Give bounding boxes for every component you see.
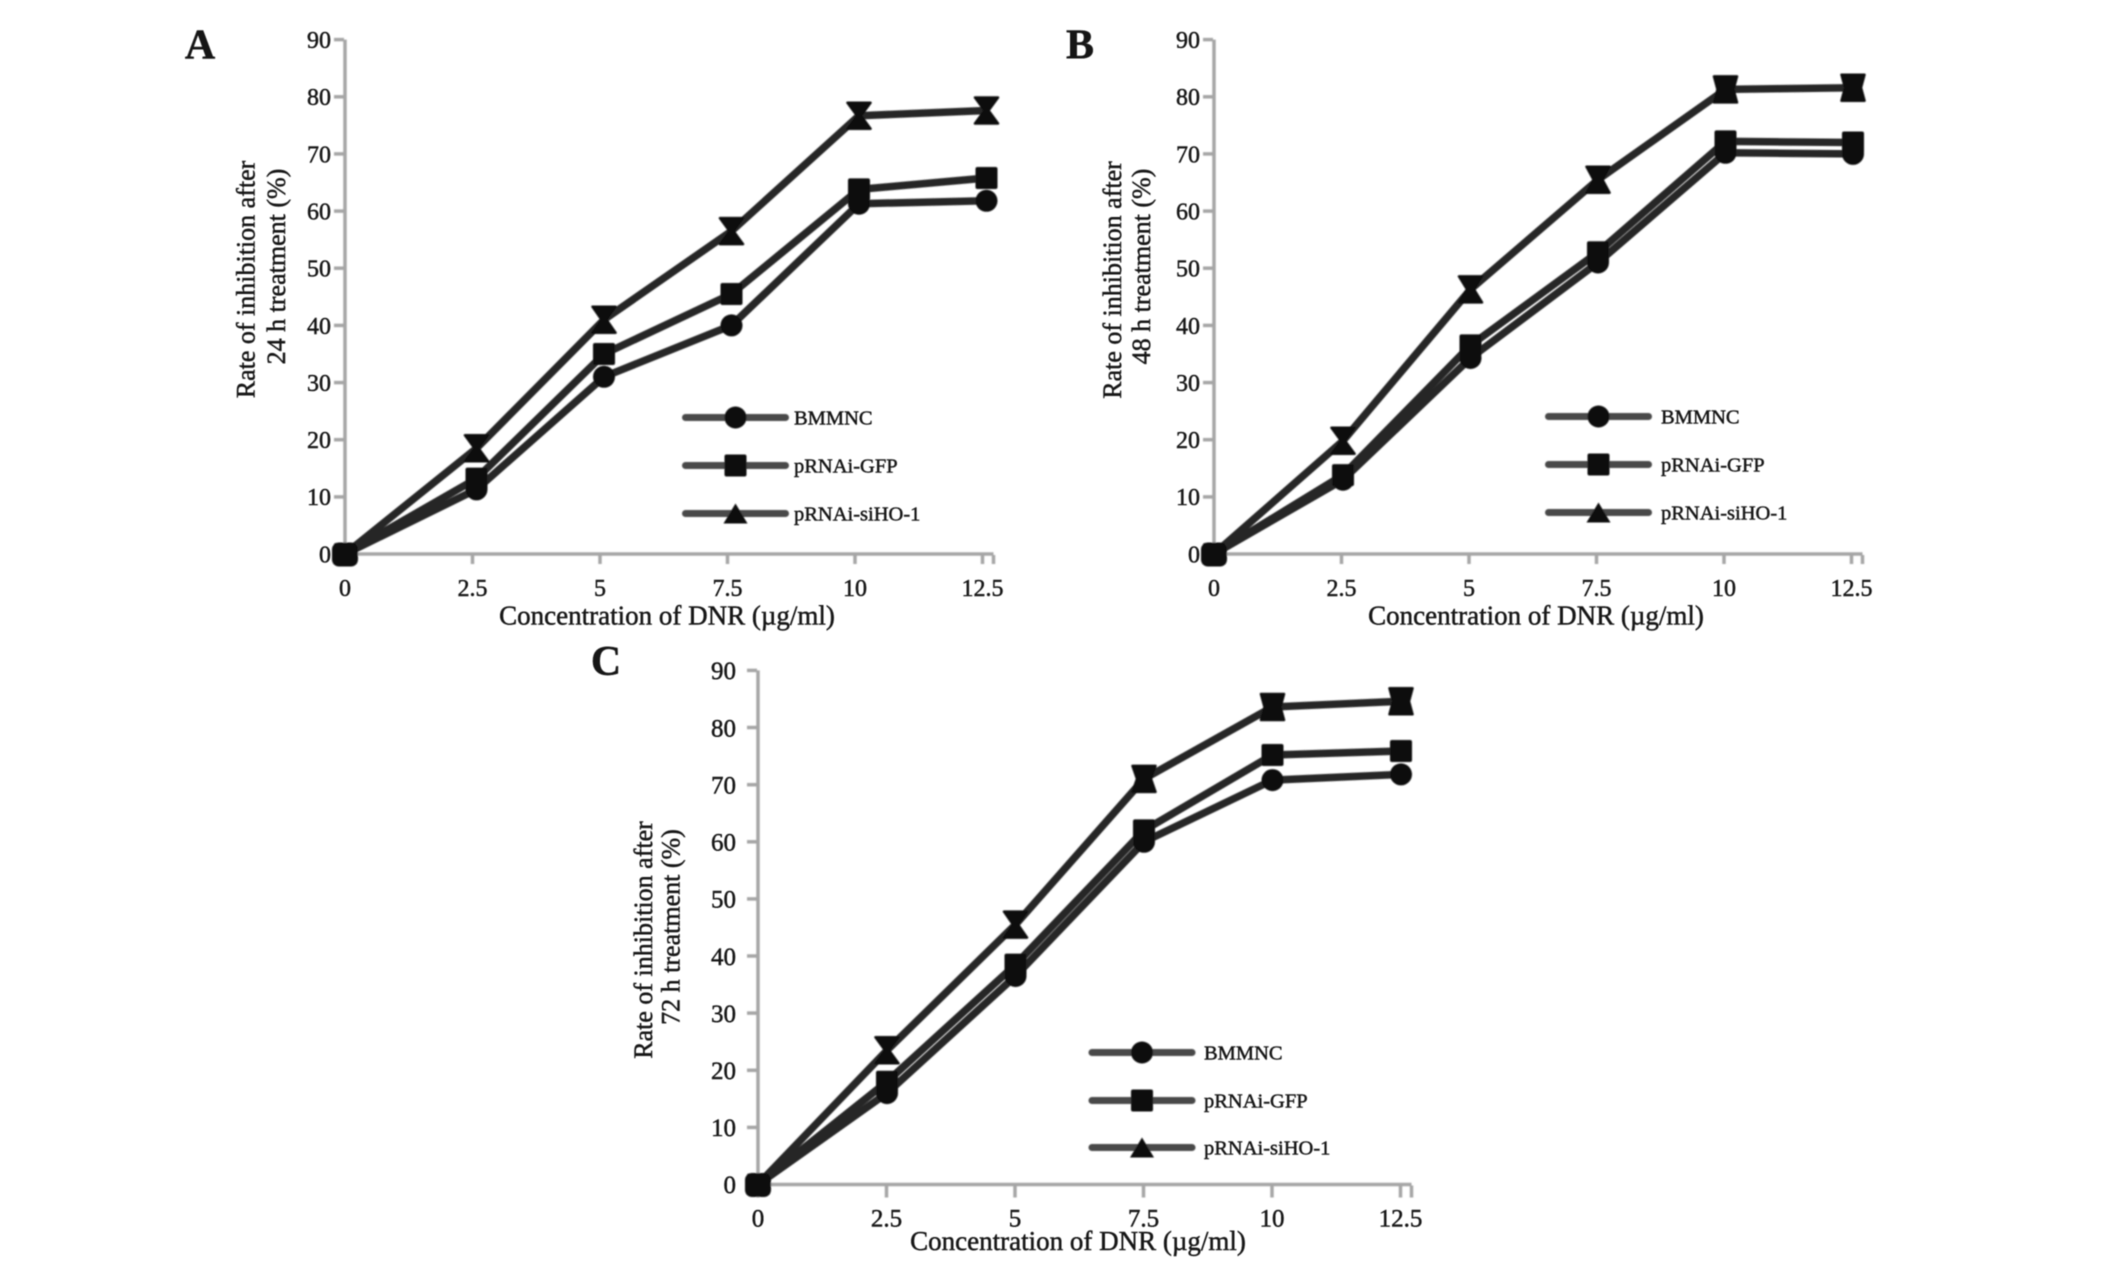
svg-text:2.5: 2.5 bbox=[1327, 576, 1357, 602]
svg-text:5: 5 bbox=[1463, 576, 1475, 602]
svg-text:5: 5 bbox=[1009, 1206, 1022, 1233]
svg-text:70: 70 bbox=[711, 772, 736, 799]
svg-text:48 h treatment (%): 48 h treatment (%) bbox=[1127, 169, 1156, 365]
svg-text:50: 50 bbox=[307, 257, 331, 283]
svg-text:80: 80 bbox=[1176, 85, 1200, 111]
svg-text:Rate of inhibition after: Rate of inhibition after bbox=[629, 821, 658, 1059]
svg-text:Rate of inhibition after: Rate of inhibition after bbox=[1098, 161, 1127, 399]
svg-text:0: 0 bbox=[339, 576, 351, 602]
svg-text:pRNAi-GFP: pRNAi-GFP bbox=[1661, 455, 1765, 477]
svg-text:72 h treatment (%): 72 h treatment (%) bbox=[657, 829, 686, 1025]
svg-text:20: 20 bbox=[307, 428, 331, 454]
svg-text:pRNAi-siHO-1: pRNAi-siHO-1 bbox=[794, 504, 920, 526]
svg-text:12.5: 12.5 bbox=[1831, 576, 1873, 602]
svg-text:80: 80 bbox=[307, 85, 331, 111]
svg-text:30: 30 bbox=[307, 371, 331, 397]
svg-text:Concentration of DNR (µg/ml): Concentration of DNR (µg/ml) bbox=[499, 601, 835, 631]
svg-text:10: 10 bbox=[1260, 1206, 1285, 1233]
svg-text:40: 40 bbox=[1176, 314, 1200, 340]
svg-text:B: B bbox=[1066, 23, 1094, 69]
svg-text:90: 90 bbox=[307, 28, 331, 54]
svg-text:Concentration of DNR (µg/ml): Concentration of DNR (µg/ml) bbox=[1368, 601, 1704, 631]
svg-text:50: 50 bbox=[1176, 257, 1200, 283]
svg-text:10: 10 bbox=[711, 1115, 736, 1142]
svg-text:50: 50 bbox=[711, 887, 736, 914]
svg-text:12.5: 12.5 bbox=[1379, 1206, 1423, 1233]
svg-text:0: 0 bbox=[1188, 542, 1200, 568]
svg-text:10: 10 bbox=[307, 485, 331, 511]
svg-text:2.5: 2.5 bbox=[458, 576, 488, 602]
svg-text:30: 30 bbox=[711, 1001, 736, 1028]
svg-text:BMMNC: BMMNC bbox=[794, 408, 873, 430]
svg-text:pRNAi-GFP: pRNAi-GFP bbox=[1204, 1091, 1308, 1113]
svg-text:40: 40 bbox=[307, 314, 331, 340]
svg-text:24 h treatment (%): 24 h treatment (%) bbox=[262, 169, 291, 365]
svg-text:0: 0 bbox=[319, 542, 331, 568]
svg-text:C: C bbox=[591, 639, 621, 685]
svg-text:pRNAi-siHO-1: pRNAi-siHO-1 bbox=[1661, 503, 1787, 525]
svg-text:2.5: 2.5 bbox=[871, 1206, 902, 1233]
svg-text:10: 10 bbox=[843, 576, 867, 602]
svg-text:0: 0 bbox=[724, 1172, 737, 1199]
svg-text:A: A bbox=[185, 23, 216, 69]
svg-text:60: 60 bbox=[711, 830, 736, 857]
svg-text:10: 10 bbox=[1712, 576, 1736, 602]
svg-text:Concentration of DNR (µg/ml): Concentration of DNR (µg/ml) bbox=[910, 1226, 1246, 1256]
svg-text:0: 0 bbox=[1208, 576, 1220, 602]
svg-text:7.5: 7.5 bbox=[713, 576, 743, 602]
svg-text:90: 90 bbox=[711, 658, 736, 685]
svg-text:0: 0 bbox=[752, 1206, 765, 1233]
svg-text:20: 20 bbox=[711, 1058, 736, 1085]
svg-text:5: 5 bbox=[594, 576, 606, 602]
svg-text:pRNAi-GFP: pRNAi-GFP bbox=[794, 456, 898, 478]
svg-text:30: 30 bbox=[1176, 371, 1200, 397]
svg-text:BMMNC: BMMNC bbox=[1204, 1043, 1283, 1065]
svg-text:70: 70 bbox=[307, 142, 331, 168]
svg-text:BMMNC: BMMNC bbox=[1661, 407, 1740, 429]
svg-text:7.5: 7.5 bbox=[1128, 1206, 1159, 1233]
svg-text:Rate of inhibition after: Rate of inhibition after bbox=[232, 160, 261, 398]
svg-text:70: 70 bbox=[1176, 142, 1200, 168]
svg-text:10: 10 bbox=[1176, 485, 1200, 511]
svg-text:20: 20 bbox=[1176, 428, 1200, 454]
svg-text:60: 60 bbox=[1176, 200, 1200, 226]
svg-text:90: 90 bbox=[1176, 28, 1200, 54]
svg-text:60: 60 bbox=[307, 200, 331, 226]
svg-text:12.5: 12.5 bbox=[962, 576, 1004, 602]
svg-text:pRNAi-siHO-1: pRNAi-siHO-1 bbox=[1204, 1138, 1330, 1160]
svg-text:7.5: 7.5 bbox=[1582, 576, 1612, 602]
svg-text:40: 40 bbox=[711, 944, 736, 971]
svg-text:80: 80 bbox=[711, 715, 736, 742]
